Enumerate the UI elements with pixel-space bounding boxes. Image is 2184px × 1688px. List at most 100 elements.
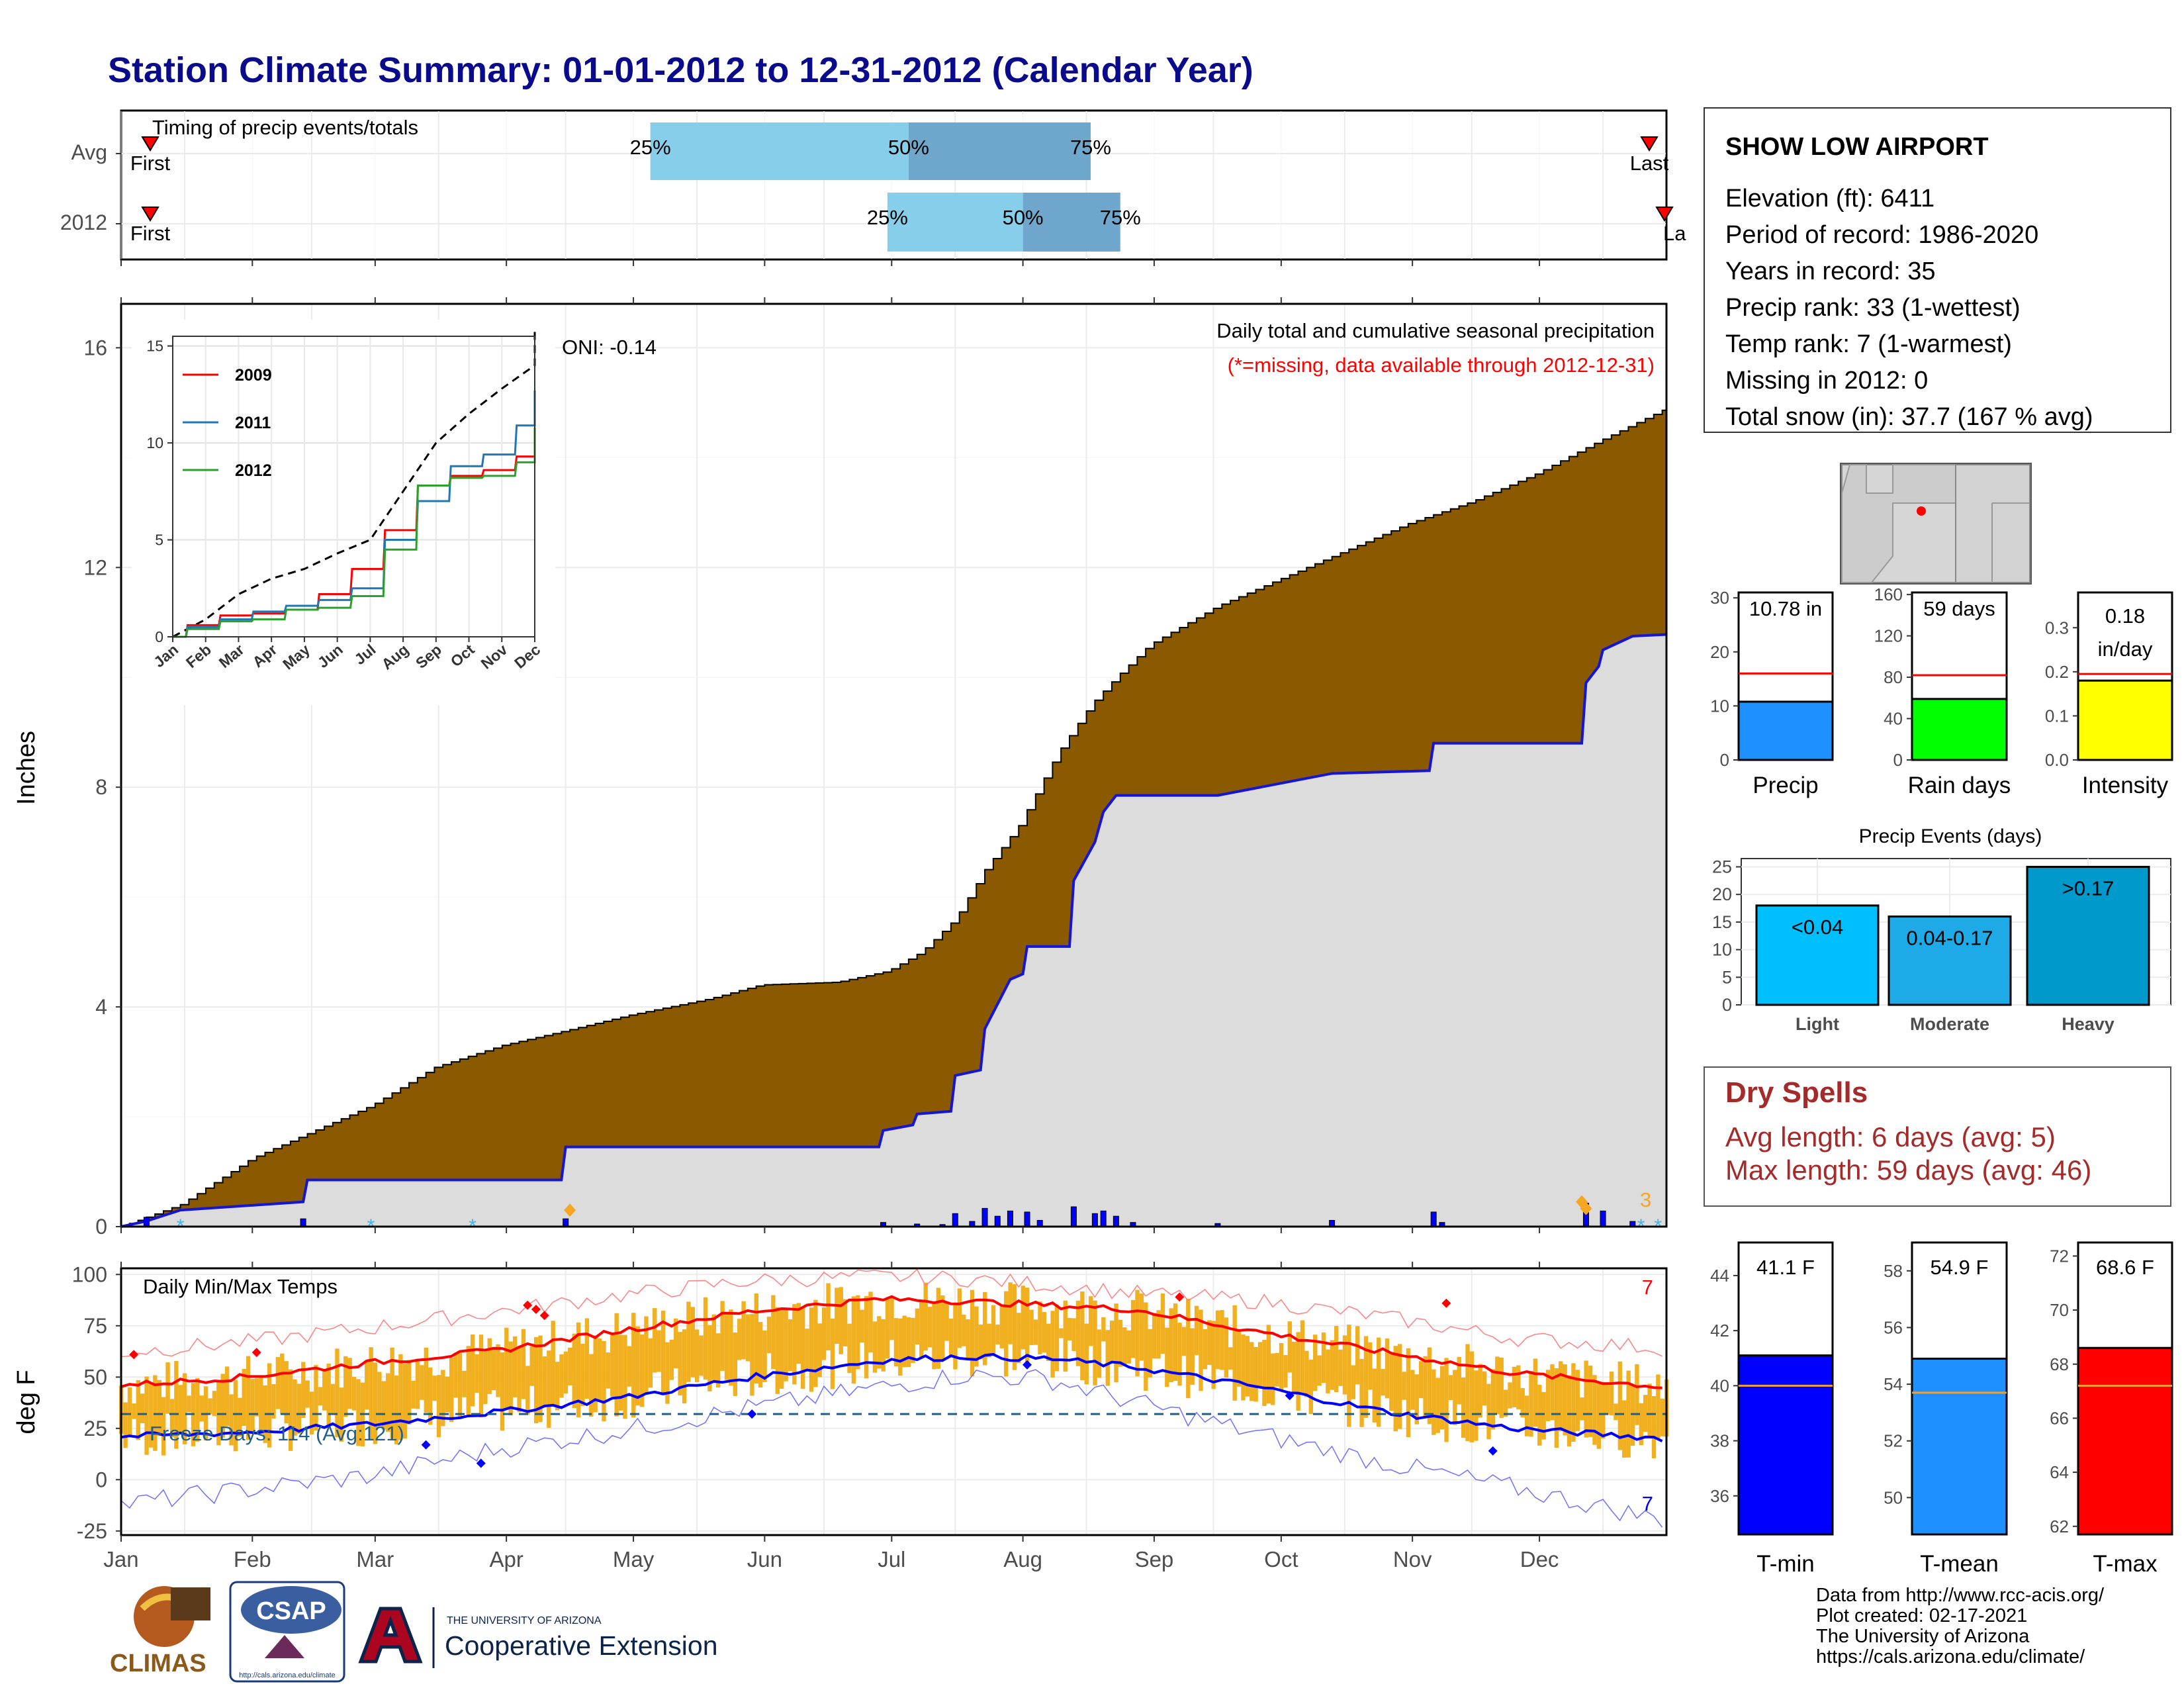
daily-temp-range-bar (1296, 1332, 1300, 1411)
timing-row-2012-label: 2012 (60, 211, 107, 234)
precip-ytick-label: 16 (83, 336, 107, 359)
temperature-panel: 100 75 50 25 0 -25 Jan Feb Mar Apr May Jun Jul Aug Se… (13, 1262, 1669, 1571)
daily-precip-bar (1091, 1213, 1098, 1227)
daily-temp-range-bar (1080, 1291, 1085, 1381)
summary-bar-ytick-label: 120 (1874, 626, 1903, 646)
precip-ytick-label: 0 (95, 1215, 107, 1239)
inset-lines (172, 326, 536, 638)
daily-temp-range-bar (271, 1383, 276, 1419)
daily-temp-range-bar (1554, 1368, 1559, 1448)
daily-temp-range-bar (1207, 1320, 1212, 1365)
daily-temp-range-bar (407, 1360, 412, 1425)
daily-temp-range-bar (381, 1381, 387, 1430)
daily-temp-range-bar (927, 1307, 933, 1348)
daily-temp-range-bar (369, 1347, 373, 1440)
daily-temp-range-bar (1271, 1353, 1275, 1405)
daily-temp-range-bar (1169, 1308, 1173, 1383)
daily-temp-range-bar (402, 1364, 408, 1439)
daily-temp-range-bar (1524, 1395, 1529, 1436)
daily-temp-range-bar (1148, 1329, 1152, 1378)
daily-temp-range-bar (1397, 1344, 1402, 1429)
temp-ytick-label: 0 (95, 1468, 107, 1491)
daily-temp-range-bar (1241, 1334, 1246, 1401)
daily-temp-range-bar (953, 1304, 958, 1370)
daily-temp-range-bar (754, 1293, 758, 1384)
daily-temp-range-bar (1326, 1349, 1330, 1393)
record-high-marker (1175, 1292, 1185, 1302)
daily-temp-range-bar (445, 1376, 449, 1413)
daily-temp-range-bar (195, 1378, 200, 1442)
daily-temp-range-bar (826, 1283, 831, 1350)
daily-temp-range-bar (157, 1380, 161, 1436)
daily-precip-bar (143, 1217, 150, 1227)
daily-temp-range-bar (1334, 1325, 1339, 1393)
daily-temp-range-bar (1059, 1328, 1064, 1338)
daily-temp-range-bar (551, 1321, 555, 1405)
dry-spells-max: Max length: 59 days (avg: 46) (1725, 1154, 2091, 1186)
inset-bg (132, 320, 555, 705)
events-ytick-label: 20 (1712, 884, 1732, 904)
events-category-label: Heavy (2062, 1014, 2115, 1034)
daily-temp-range-bar (1486, 1383, 1491, 1440)
daily-temp-range-bar (1529, 1371, 1533, 1437)
timing-q75-label: 75% (1100, 206, 1141, 229)
daily-temp-range-bar (1393, 1346, 1398, 1432)
daily-temp-range-bar (441, 1370, 445, 1427)
daily-temp-range-bar (1109, 1321, 1115, 1362)
summary-bar-value-label2: in/day (2098, 637, 2153, 661)
daily-temp-range-bar (1279, 1343, 1284, 1391)
daily-temp-range-bar (1457, 1356, 1461, 1405)
record-high-count: 7 (1642, 1276, 1653, 1299)
daily-temp-range-bar (555, 1362, 560, 1411)
daily-temp-range-bar (729, 1309, 733, 1386)
daily-temp-range-bar (161, 1397, 166, 1456)
daily-temp-range-bar (259, 1377, 263, 1434)
inset-ytick-label: 5 (155, 532, 163, 549)
daily-temp-range-bar (957, 1288, 962, 1348)
daily-temp-range-bar (1025, 1288, 1030, 1362)
station-info-box: SHOW LOW AIRPORT Elevation (ft): 6411 Per… (1704, 107, 2171, 433)
daily-temp-range-bar (568, 1347, 572, 1385)
summary-bar-ytick-label: 38 (1710, 1431, 1729, 1451)
temp-x-axis: Jan Feb Mar Apr May Jun Jul Aug Sep Oct Nov Dec (103, 1262, 1559, 1571)
daily-temp-range-bar (1482, 1371, 1487, 1406)
events-bar-label: <0.04 (1792, 915, 1843, 939)
daily-temp-range-bar (470, 1335, 475, 1407)
daily-temp-range-bar (1156, 1310, 1161, 1359)
daily-temp-range-bar (1448, 1375, 1453, 1401)
daily-temp-range-bar (639, 1334, 645, 1407)
daily-temp-range-bar (351, 1376, 357, 1411)
daily-temp-range-bar (800, 1307, 805, 1389)
record-high-marker (523, 1300, 533, 1310)
page-title: Station Climate Summary: 01-01-2012 to 1… (108, 50, 1253, 90)
summary-bar-ytick-label: 0 (1720, 750, 1729, 770)
daily-temp-range-bar (1520, 1387, 1525, 1418)
summary-bar-ytick-label: 66 (2050, 1408, 2069, 1428)
daily-temp-range-bar (1253, 1346, 1258, 1402)
daily-temp-range-bar (449, 1357, 454, 1423)
daily-temp-range-bar (1203, 1329, 1208, 1370)
daily-temp-range-bar (343, 1356, 348, 1417)
daily-temp-range-bar (1588, 1365, 1593, 1437)
daily-temp-range-bar (1114, 1303, 1118, 1383)
events-ytick-label: 0 (1722, 995, 1732, 1015)
daily-temp-range-bar (1643, 1395, 1648, 1432)
daily-temp-range-bar (1516, 1365, 1521, 1409)
inset-line-2009 (173, 446, 536, 638)
daily-temp-range-bar (856, 1295, 860, 1370)
month-label: Jun (747, 1547, 782, 1571)
daily-temp-range-bar (851, 1296, 856, 1384)
summary-bar-ytick-label: 0.3 (2045, 618, 2069, 637)
timing-q25-label: 25% (630, 136, 671, 159)
daily-temp-range-bar (1012, 1284, 1017, 1370)
daily-precip-bar (300, 1218, 306, 1227)
daily-temp-range-bar (390, 1347, 394, 1439)
daily-temp-range-bar (1266, 1325, 1271, 1404)
inset-legend-label: 2009 (235, 366, 272, 385)
daily-temp-range-bar (830, 1319, 835, 1389)
daily-precip-bar (1024, 1211, 1030, 1227)
temp-lines (120, 1268, 1666, 1528)
record-high-marker (129, 1350, 139, 1360)
daily-temp-range-bar (1389, 1354, 1394, 1411)
credit-line: The University of Arizona (1816, 1626, 2030, 1647)
